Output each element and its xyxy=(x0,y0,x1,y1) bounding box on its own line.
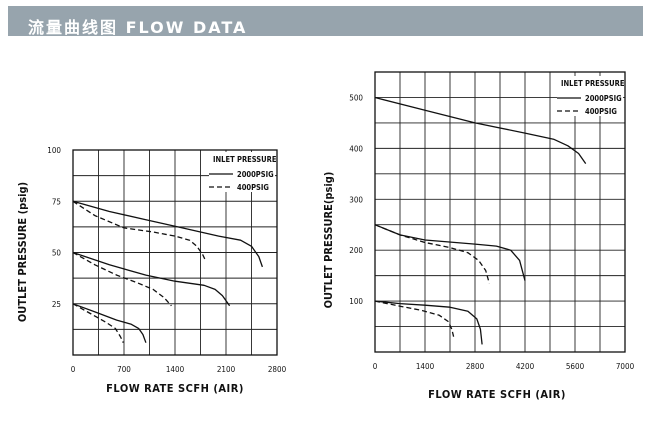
legend-background xyxy=(557,76,623,116)
x-tick-label: 2800 xyxy=(268,365,287,374)
series-line-dashed xyxy=(374,224,490,284)
y-tick-label: 300 xyxy=(349,195,363,204)
series-line-dashed xyxy=(72,200,207,261)
y-tick-label: 200 xyxy=(349,246,363,255)
legend-entry: 400PSIG xyxy=(237,183,269,192)
header-bar: 流量曲线图 FLOW DATA xyxy=(8,6,643,37)
series-line-dashed xyxy=(72,251,172,307)
legend-entry: 2000PSIG xyxy=(585,94,622,103)
series-line-dashed xyxy=(72,303,124,343)
x-tick-label: 0 xyxy=(373,362,378,371)
x-tick-label: 0 xyxy=(71,365,76,374)
x-tick-label: 1400 xyxy=(416,362,435,371)
y-tick-label: 25 xyxy=(52,300,61,309)
series-line-solid xyxy=(374,224,526,281)
y-tick-label: 400 xyxy=(349,144,363,153)
x-tick-label: 7000 xyxy=(616,362,635,371)
y-tick-label: 100 xyxy=(47,146,61,155)
x-tick-label: 700 xyxy=(117,365,131,374)
y-axis-title: OUTLET PRESSURE(psig) xyxy=(322,172,335,309)
y-axis-title: OUTLET PRESSURE (psig) xyxy=(16,182,29,322)
legend-title: INLET PRESSURE xyxy=(213,155,277,164)
series-line-solid xyxy=(72,303,147,343)
y-tick-label: 50 xyxy=(52,249,62,258)
header-banner: 流量曲线图 FLOW DATA xyxy=(0,0,651,41)
x-tick-label: 2100 xyxy=(217,365,236,374)
page-title: 流量曲线图 FLOW DATA xyxy=(28,18,248,37)
legend-entry: 2000PSIG xyxy=(237,170,274,179)
legend-entry: 400PSIG xyxy=(585,107,617,116)
series-line-solid xyxy=(374,300,483,345)
x-tick-label: 5600 xyxy=(566,362,585,371)
y-tick-label: 75 xyxy=(52,197,61,206)
legend-background xyxy=(209,152,275,192)
y-tick-label: 500 xyxy=(349,93,363,102)
series-line-solid xyxy=(72,251,231,307)
x-tick-label: 4200 xyxy=(516,362,535,371)
legend-title: INLET PRESSURE xyxy=(561,79,625,88)
series-line-solid xyxy=(374,96,587,164)
x-axis-title: FLOW RATE SCFH (AIR) xyxy=(106,382,244,395)
plot-frame xyxy=(374,71,626,353)
x-tick-label: 2800 xyxy=(466,362,485,371)
y-tick-label: 100 xyxy=(349,297,363,306)
series-line-solid xyxy=(72,200,264,268)
series-line-dashed xyxy=(374,300,455,337)
x-axis-title: FLOW RATE SCFH (AIR) xyxy=(428,388,566,401)
x-tick-label: 1400 xyxy=(166,365,185,374)
